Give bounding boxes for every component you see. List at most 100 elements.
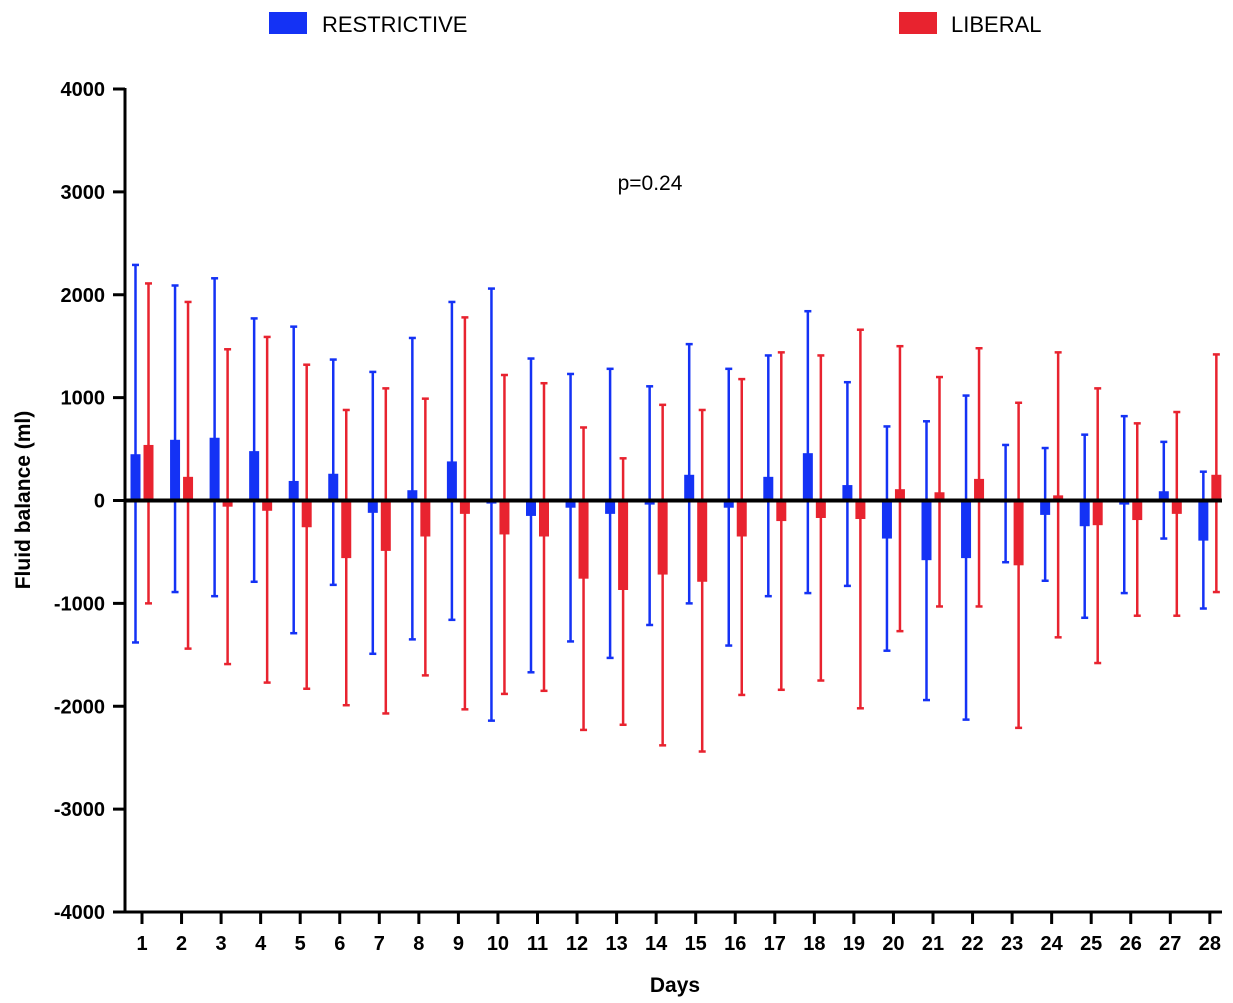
liberal-bar <box>1092 500 1103 526</box>
y-tick-label: 1000 <box>61 388 106 410</box>
legend-label-liberal: LIBERAL <box>951 12 1042 37</box>
restrictive-bar <box>802 453 813 501</box>
liberal-bar <box>420 500 431 537</box>
x-tick-label: 22 <box>961 933 983 955</box>
restrictive-bar <box>1198 500 1209 541</box>
restrictive-bar <box>605 500 616 514</box>
liberal-bar <box>539 500 549 537</box>
liberal-bar <box>143 444 154 501</box>
restrictive-bar <box>763 476 774 501</box>
restrictive-bar <box>1040 500 1051 515</box>
restrictive-bar <box>249 451 260 501</box>
y-axis-title: Fluid balance (ml) <box>12 411 35 590</box>
x-tick-label: 10 <box>487 933 509 955</box>
x-tick-label: 19 <box>843 933 865 955</box>
x-tick-label: 17 <box>764 933 786 955</box>
x-tick-label: 11 <box>527 933 548 955</box>
y-tick-label: -1000 <box>54 593 105 615</box>
x-tick-label: 1 <box>136 933 147 955</box>
restrictive-bar <box>328 473 339 501</box>
x-tick-label: 28 <box>1199 933 1221 955</box>
liberal-bar <box>776 500 787 522</box>
x-tick-label: 12 <box>566 933 588 955</box>
x-tick-label: 18 <box>803 933 825 955</box>
legend-label-restrictive: RESTRICTIVE <box>322 12 467 37</box>
liberal-bar <box>459 500 470 514</box>
x-tick-label: 16 <box>724 933 746 955</box>
x-tick-label: 24 <box>1041 933 1064 955</box>
y-tick-label: 3000 <box>61 182 106 204</box>
x-tick-label: 25 <box>1080 933 1102 955</box>
x-tick-label: 8 <box>413 933 424 955</box>
x-tick-label: 13 <box>605 933 627 955</box>
liberal-bar <box>341 500 352 559</box>
liberal-bar <box>578 500 589 579</box>
x-tick-label: 23 <box>1001 933 1023 955</box>
liberal-bar <box>1132 500 1143 521</box>
restrictive-bar <box>684 474 695 501</box>
restrictive-bar <box>209 437 220 501</box>
legend-swatch-liberal <box>899 12 937 34</box>
restrictive-bar <box>1119 500 1130 505</box>
liberal-bar <box>222 500 233 507</box>
restrictive-bar <box>526 500 536 516</box>
x-tick-label: 6 <box>334 933 345 955</box>
x-tick-label: 5 <box>295 933 306 955</box>
restrictive-bar <box>881 500 892 539</box>
liberal-bar <box>301 500 312 528</box>
liberal-bar <box>697 500 708 582</box>
restrictive-bar <box>170 439 181 501</box>
x-tick-label: 15 <box>685 933 707 955</box>
y-tick-label: 0 <box>94 491 105 513</box>
liberal-bar <box>1053 495 1064 501</box>
restrictive-bar <box>961 500 972 559</box>
x-tick-label: 3 <box>216 933 227 955</box>
x-tick-label: 26 <box>1120 933 1142 955</box>
restrictive-bar <box>407 490 418 501</box>
liberal-bar <box>894 489 905 501</box>
liberal-bar <box>499 500 510 535</box>
liberal-bar <box>1211 474 1222 501</box>
x-tick-label: 27 <box>1159 933 1181 955</box>
y-tick-label: -2000 <box>54 696 105 718</box>
legend: RESTRICTIVE LIBERAL <box>269 12 1042 37</box>
restrictive-bar <box>288 480 299 501</box>
x-tick-label: 4 <box>255 933 267 955</box>
liberal-bar <box>262 500 273 511</box>
liberal-bar <box>183 476 194 501</box>
liberal-bar <box>855 500 866 520</box>
x-axis-title: Days <box>650 974 700 997</box>
liberal-bar <box>815 500 826 518</box>
y-tick-label: 4000 <box>61 79 106 101</box>
x-tick-label: 20 <box>882 933 904 955</box>
liberal-bar <box>974 478 985 501</box>
liberal-bar <box>934 492 945 501</box>
x-tick-label: 2 <box>176 933 187 955</box>
p-value-annotation: p=0.24 <box>618 172 683 195</box>
restrictive-bar <box>723 500 734 508</box>
liberal-bar <box>380 500 391 551</box>
restrictive-bar <box>921 500 932 561</box>
y-tick-label: -3000 <box>54 799 105 821</box>
x-tick-label: 9 <box>453 933 464 955</box>
restrictive-bar <box>565 500 576 508</box>
restrictive-bar <box>446 461 457 501</box>
y-tick-label: -4000 <box>54 902 105 924</box>
x-tick-label: 21 <box>922 933 944 955</box>
liberal-bar <box>1171 500 1182 514</box>
x-tick-label: 7 <box>374 933 385 955</box>
liberal-bar <box>1013 500 1024 566</box>
restrictive-bar <box>842 485 853 501</box>
restrictive-bar <box>367 500 378 513</box>
legend-swatch-restrictive <box>269 12 307 34</box>
liberal-bar <box>618 500 629 591</box>
restrictive-bar <box>1079 500 1090 527</box>
liberal-bar <box>736 500 747 537</box>
restrictive-bar <box>130 454 141 501</box>
restrictive-bar <box>644 500 655 505</box>
x-tick-label: 14 <box>645 933 668 955</box>
liberal-bar <box>657 500 668 575</box>
restrictive-bar <box>1158 491 1169 501</box>
